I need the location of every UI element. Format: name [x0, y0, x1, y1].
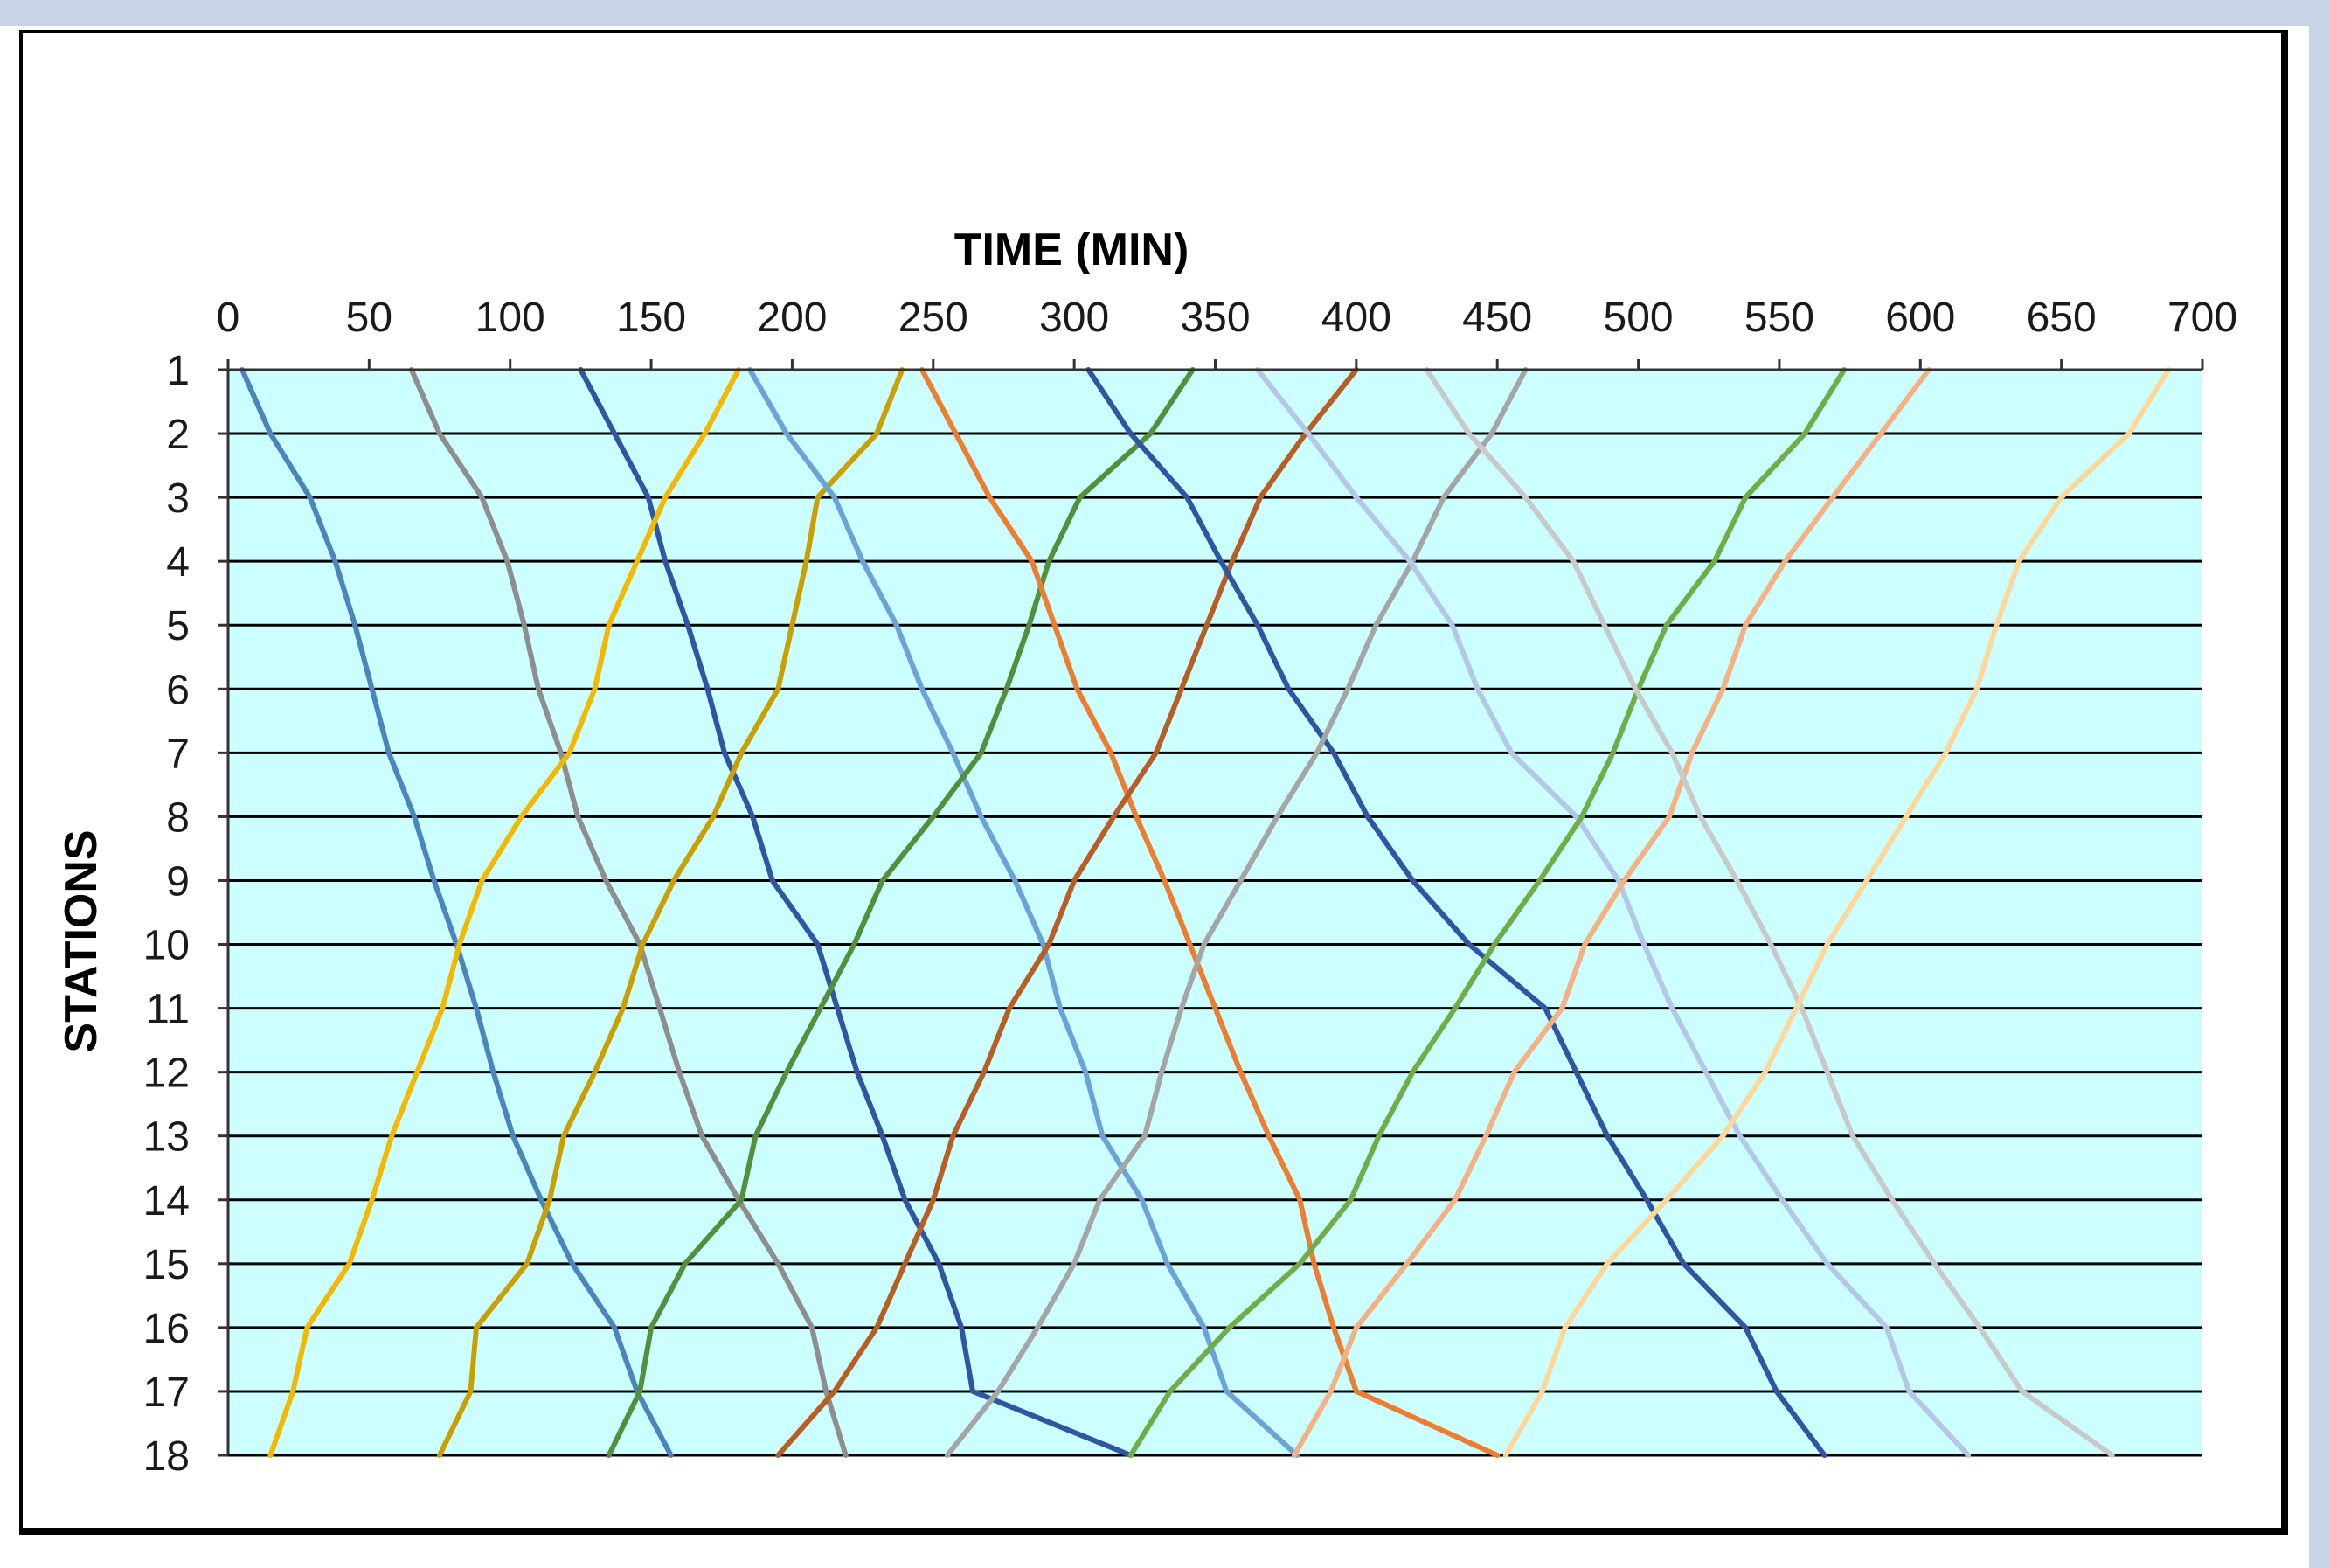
x-tick-label: 300 [1039, 295, 1109, 341]
window-top-border [0, 0, 2330, 26]
series-line-10 [1085, 367, 1827, 1458]
y-tick-label: 14 [143, 1178, 190, 1225]
x-tick-label: 100 [475, 295, 545, 341]
y-tick-label: 8 [166, 794, 190, 841]
series-line-7 [606, 367, 1196, 1458]
x-tick-label: 450 [1462, 295, 1532, 341]
x-tick-label: 0 [217, 295, 240, 341]
series-line-12 [1254, 367, 1972, 1458]
series-line-14 [1291, 367, 1931, 1458]
y-tick-label: 15 [143, 1242, 190, 1288]
y-tick-label: 18 [143, 1433, 190, 1480]
series-line-6 [747, 367, 1300, 1458]
x-tick-label: 550 [1744, 295, 1814, 341]
x-tick-label: 50 [346, 295, 392, 341]
x-tick-label: 650 [2027, 295, 2097, 341]
series-line-5 [437, 367, 905, 1458]
plot-area [228, 370, 2202, 1455]
window-right-border [2309, 0, 2330, 1568]
y-tick-label: 11 [146, 987, 190, 1033]
series-line-2 [408, 367, 849, 1458]
y-tick-label: 7 [166, 731, 190, 777]
y-tick-label: 3 [166, 475, 190, 522]
x-tick-label: 400 [1321, 295, 1391, 341]
series-group [239, 367, 2172, 1458]
x-tick-label: 250 [898, 295, 968, 341]
y-tick-label: 5 [166, 603, 190, 649]
x-tick-label: 600 [1885, 295, 1955, 341]
y-tick-label: 16 [143, 1306, 190, 1352]
y-tick-label: 13 [143, 1114, 190, 1161]
x-tick-label: 200 [757, 295, 827, 341]
series-line-11 [944, 367, 1529, 1458]
y-tick-label: 6 [166, 667, 190, 713]
y-tick-label: 9 [166, 858, 190, 905]
y-tick-label: 12 [143, 1051, 190, 1097]
y-tick-label: 4 [166, 539, 190, 586]
series-line-13 [1127, 367, 1848, 1458]
x-axis-title: TIME (MIN) [954, 225, 1189, 275]
series-line-8 [919, 367, 1501, 1458]
series-line-9 [775, 367, 1359, 1458]
y-tick-label: 2 [166, 412, 190, 458]
series-line-4 [267, 367, 742, 1458]
series-line-15 [1424, 367, 2115, 1458]
x-tick-label: 150 [616, 295, 686, 341]
y-tick-label: 10 [143, 923, 190, 969]
axes: 0 50 100 150 200 250 300 350 400 450 500 550 600 650 7… [143, 295, 2237, 1480]
y-tick-label: 1 [166, 348, 190, 394]
series-line-3 [578, 367, 1134, 1458]
x-tick-label: 350 [1180, 295, 1250, 341]
series-line-1 [239, 367, 674, 1458]
x-tick-label: 500 [1604, 295, 1674, 341]
y-axis-title: STATIONS [56, 829, 107, 1052]
y-tick-label: 17 [143, 1370, 190, 1416]
series-line-16 [1502, 367, 2172, 1458]
x-tick-label: 700 [2167, 295, 2237, 341]
